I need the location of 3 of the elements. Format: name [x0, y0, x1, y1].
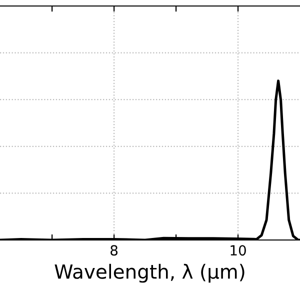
x-tick-label: 10	[230, 245, 246, 256]
x-tick-label: 8	[110, 245, 118, 256]
x-axis-title: Wavelength, λ (μm)	[54, 264, 244, 283]
